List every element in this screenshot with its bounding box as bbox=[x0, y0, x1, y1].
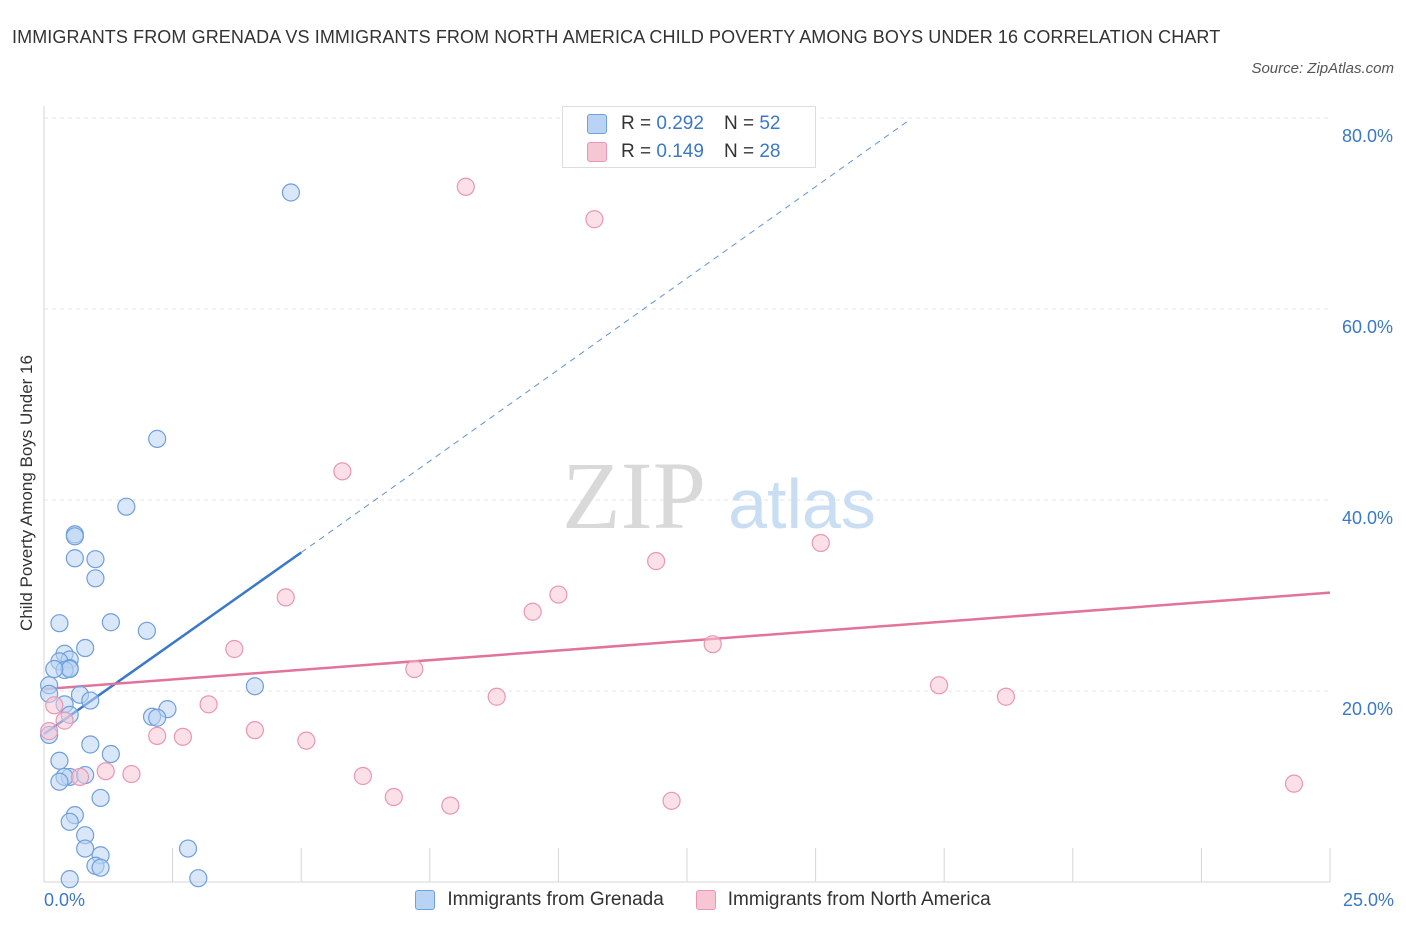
series-legend-label: Immigrants from North America bbox=[727, 889, 991, 910]
data-point bbox=[65, 549, 84, 568]
data-point bbox=[65, 527, 84, 546]
points-layer bbox=[40, 177, 1304, 889]
stats-legend-row-north-america: R = 0.149 N = 28 bbox=[587, 141, 780, 163]
data-point bbox=[70, 767, 90, 787]
data-point bbox=[281, 183, 301, 202]
data-point bbox=[81, 735, 100, 754]
data-point bbox=[996, 687, 1016, 706]
n-label: N = bbox=[723, 113, 755, 134]
data-point bbox=[353, 766, 373, 786]
r-value: 0.149 bbox=[656, 141, 704, 162]
data-point bbox=[76, 638, 95, 658]
data-point bbox=[96, 762, 115, 781]
data-point bbox=[45, 659, 64, 679]
trend-line bbox=[43, 591, 1331, 691]
data-point bbox=[811, 533, 830, 553]
watermark-atlas: atlas bbox=[728, 465, 876, 543]
n-value: 28 bbox=[759, 141, 781, 162]
data-point bbox=[101, 744, 120, 764]
data-point bbox=[585, 210, 604, 229]
data-point bbox=[523, 602, 542, 621]
data-point bbox=[137, 621, 156, 640]
data-point bbox=[122, 764, 141, 784]
data-point bbox=[929, 676, 949, 695]
source-note: Source: ZipAtlas.com bbox=[1251, 60, 1394, 77]
data-point bbox=[297, 731, 316, 750]
legend-swatch-blue bbox=[415, 890, 436, 910]
data-point bbox=[276, 588, 295, 607]
stats-legend: R = 0.292 N = 52 R = 0.149 N = 28 bbox=[562, 106, 816, 168]
n-value: 52 bbox=[759, 113, 781, 134]
data-point bbox=[487, 687, 506, 706]
series-legend-item-north-america: Immigrants from North America bbox=[695, 889, 991, 911]
data-point bbox=[117, 497, 136, 516]
data-point bbox=[178, 839, 198, 858]
data-point bbox=[405, 659, 424, 679]
data-point bbox=[86, 569, 105, 588]
x-tick-label-max: 25.0% bbox=[1342, 890, 1394, 910]
data-point bbox=[60, 812, 79, 831]
y-tick-label: 20.0% bbox=[1342, 699, 1393, 719]
y-tick-label: 40.0% bbox=[1342, 508, 1393, 528]
data-point bbox=[173, 727, 192, 746]
data-point bbox=[55, 711, 74, 730]
data-point bbox=[148, 726, 167, 745]
watermark: ZIP atlas bbox=[562, 442, 876, 549]
data-point bbox=[384, 787, 403, 807]
data-point bbox=[50, 751, 69, 770]
data-point bbox=[225, 639, 244, 659]
data-point bbox=[647, 552, 666, 571]
watermark-zip: ZIP bbox=[562, 442, 706, 549]
data-point bbox=[333, 462, 352, 481]
r-label: R = bbox=[621, 141, 652, 162]
data-point bbox=[91, 858, 110, 877]
data-point bbox=[81, 691, 100, 710]
legend-swatch-blue bbox=[587, 114, 607, 134]
data-point bbox=[148, 429, 167, 448]
data-point bbox=[662, 791, 681, 810]
data-point bbox=[245, 721, 265, 740]
data-point bbox=[50, 614, 69, 633]
data-point bbox=[60, 659, 79, 679]
data-point bbox=[86, 550, 105, 569]
legend-swatch-pink bbox=[695, 890, 716, 910]
y-tick-label: 80.0% bbox=[1342, 126, 1393, 146]
data-point bbox=[441, 796, 460, 815]
series-legend-item-grenada: Immigrants from Grenada bbox=[415, 889, 664, 911]
data-point bbox=[245, 677, 265, 696]
data-point bbox=[189, 869, 208, 888]
data-point bbox=[703, 635, 722, 654]
data-point bbox=[60, 870, 79, 889]
data-point bbox=[148, 708, 167, 727]
series-legend-label: Immigrants from Grenada bbox=[447, 889, 664, 910]
legend-swatch-pink bbox=[587, 142, 607, 162]
trend-line-extension bbox=[300, 120, 909, 553]
y-tick-label: 60.0% bbox=[1342, 317, 1393, 337]
series-legend: Immigrants from Grenada Immigrants from … bbox=[0, 889, 1406, 911]
x-tick-label-min: 0.0% bbox=[44, 890, 86, 910]
data-point bbox=[91, 788, 110, 808]
data-point bbox=[1284, 774, 1304, 793]
n-label: N = bbox=[723, 141, 755, 162]
stats-legend-row-grenada: R = 0.292 N = 52 bbox=[587, 113, 780, 135]
data-point bbox=[549, 585, 568, 604]
data-point bbox=[45, 696, 64, 715]
y-tick-labels: 20.0% 40.0% 60.0% 80.0% bbox=[1342, 126, 1393, 719]
data-point bbox=[50, 772, 69, 791]
data-point bbox=[101, 613, 120, 632]
chart-title: IMMIGRANTS FROM GRENADA VS IMMIGRANTS FR… bbox=[12, 27, 1221, 47]
r-label: R = bbox=[621, 113, 652, 134]
r-value: 0.292 bbox=[656, 113, 704, 134]
data-point bbox=[456, 177, 475, 196]
data-point bbox=[199, 695, 218, 714]
data-point bbox=[40, 722, 59, 741]
data-point bbox=[76, 839, 95, 858]
